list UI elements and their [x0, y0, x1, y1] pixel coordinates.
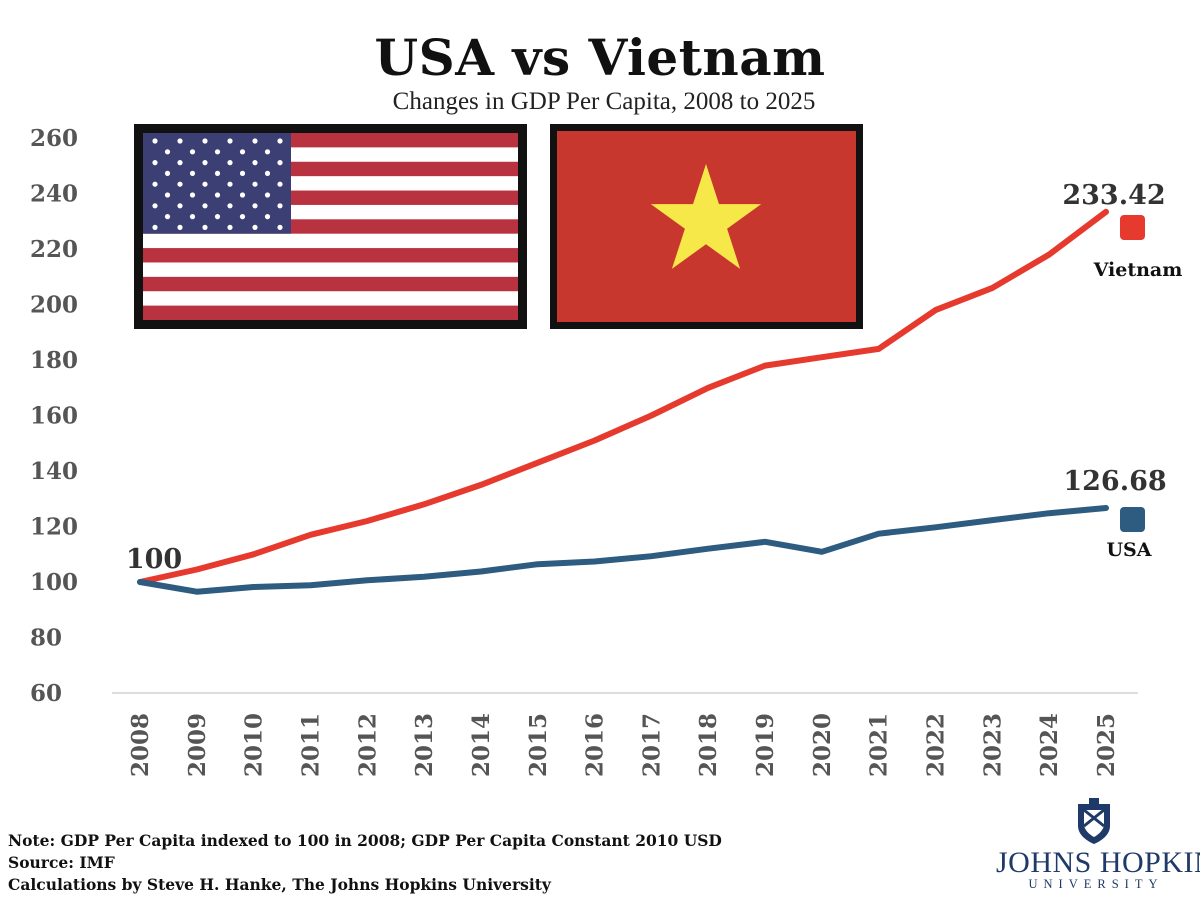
- usa-line: [137, 505, 1109, 595]
- x-tick-label: 2025: [1093, 713, 1120, 777]
- x-tick-label: 2012: [354, 713, 381, 777]
- x-tick-label: 2023: [979, 713, 1006, 777]
- usa-flag-icon: [134, 124, 527, 329]
- x-tick-label: 2022: [923, 713, 950, 777]
- x-tick-label: 2016: [582, 713, 609, 777]
- y-tick-label: 100: [30, 569, 78, 596]
- x-tick-label: 2008: [127, 713, 154, 777]
- y-tick-label: 240: [30, 181, 78, 208]
- jhu-shield-icon: [1078, 798, 1110, 844]
- vietnam-line: [137, 208, 1109, 585]
- x-tick-label: 2011: [297, 713, 324, 777]
- chart-title: USA vs Vietnam: [374, 28, 826, 87]
- x-tick-label: 2021: [866, 713, 893, 777]
- x-tick-label: 2019: [752, 713, 779, 777]
- annotations: 100 233.42 126.68: [126, 180, 1167, 575]
- x-tick-label: 2020: [809, 713, 836, 777]
- source-line: Source: IMF: [8, 853, 115, 872]
- x-tick-label: 2009: [184, 713, 211, 777]
- vietnam-legend-label: Vietnam: [1093, 259, 1183, 281]
- chart-subtitle: Changes in GDP Per Capita, 2008 to 2025: [392, 88, 816, 115]
- start-value-label: 100: [126, 544, 182, 575]
- vietnam-legend-swatch: [1120, 215, 1145, 240]
- x-tick-label: 2017: [638, 713, 665, 777]
- x-axis-ticks: 2008 2009 2010 2011 2012 2013 2014 2015 2016 2017…: [127, 713, 1120, 777]
- x-tick-label: 2024: [1036, 713, 1063, 777]
- y-tick-label: 220: [30, 236, 78, 263]
- x-tick-label: 2018: [695, 713, 722, 777]
- y-tick-label: 120: [30, 514, 78, 541]
- x-tick-label: 2010: [241, 713, 268, 777]
- credit-line: Calculations by Steve H. Hanke, The John…: [8, 875, 551, 894]
- y-axis-ticks: 60 80 100 120 140 160 180 200 220 240 260: [30, 125, 78, 707]
- y-tick-label: 160: [30, 403, 78, 430]
- usa-end-label: 126.68: [1063, 466, 1166, 497]
- usa-legend-label: USA: [1106, 539, 1151, 561]
- y-tick-label: 140: [30, 458, 78, 485]
- footnotes: Note: GDP Per Capita indexed to 100 in 2…: [8, 830, 722, 896]
- jhu-logo-sub: UNIVERSITY: [1028, 877, 1164, 891]
- y-tick-label: 200: [30, 292, 78, 319]
- legend: Vietnam USA: [1093, 215, 1183, 561]
- flags: [134, 124, 863, 329]
- jhu-logo-name: JOHNS HOPKINS: [996, 846, 1200, 879]
- note-line: Note: GDP Per Capita indexed to 100 in 2…: [8, 831, 722, 850]
- y-tick-label: 260: [30, 125, 78, 152]
- y-tick-label: 180: [30, 347, 78, 374]
- vietnam-end-label: 233.42: [1062, 180, 1165, 211]
- series-lines: [137, 208, 1109, 595]
- vietnam-flag-icon: [550, 124, 863, 329]
- x-tick-label: 2014: [468, 713, 495, 777]
- y-tick-label: 60: [30, 680, 62, 707]
- usa-legend-swatch: [1120, 507, 1145, 532]
- y-tick-label: 80: [30, 625, 62, 652]
- x-tick-label: 2015: [525, 713, 552, 777]
- x-tick-label: 2013: [411, 713, 438, 777]
